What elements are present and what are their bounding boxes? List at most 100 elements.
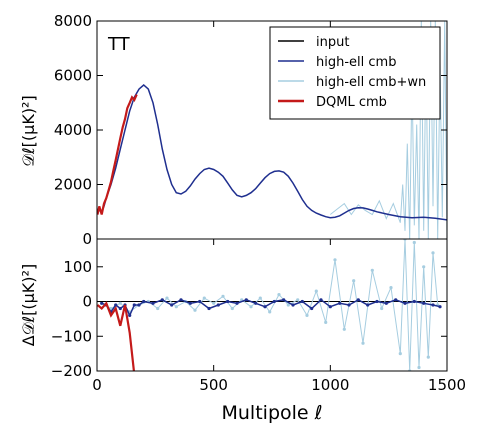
bottom-point-high-ell-cmb xyxy=(142,299,146,304)
bottom-point-high-ell-cmb-wn xyxy=(193,308,197,312)
bottom-point-high-ell-cmb xyxy=(263,305,267,309)
bottom-point-high-ell-cmb xyxy=(100,301,104,305)
x-tick-label: 1000 xyxy=(311,376,349,394)
bottom-y-tick-label: −100 xyxy=(51,327,92,345)
top-y-axis-label: 𝒟ℓ[(μK)²] xyxy=(19,95,38,166)
bottom-point-high-ell-cmb xyxy=(375,299,379,304)
bottom-point-high-ell-cmb xyxy=(366,303,370,307)
panel-annotation-tt: TT xyxy=(107,34,131,55)
bottom-plot-area xyxy=(97,239,442,371)
bottom-point-high-ell-cmb xyxy=(160,298,164,302)
legend-entry-dqml-cmb: DQML cmb xyxy=(278,95,387,110)
bottom-point-high-ell-cmb xyxy=(137,303,141,307)
bottom-point-high-ell-cmb xyxy=(319,298,323,302)
bottom-point-high-ell-cmb-wn xyxy=(314,289,318,293)
bottom-point-high-ell-cmb xyxy=(310,306,314,311)
bottom-point-high-ell-cmb xyxy=(403,301,407,305)
top-y-tick-label: 0 xyxy=(82,230,92,248)
bottom-y-ticks: −200 −100 0 100 xyxy=(51,258,447,380)
bottom-point-high-ell-cmb xyxy=(216,303,220,307)
bottom-point-high-ell-cmb xyxy=(300,299,304,304)
bottom-point-high-ell-cmb-wn xyxy=(268,310,272,314)
bottom-point-high-ell-cmb-wn xyxy=(305,313,309,317)
bottom-point-high-ell-cmb-wn xyxy=(258,296,262,300)
legend-label-input: input xyxy=(316,35,349,50)
bottom-point-high-ell-cmb-wn xyxy=(249,305,253,309)
bottom-point-high-ell-cmb xyxy=(198,299,202,304)
bottom-point-high-ell-cmb xyxy=(394,298,398,302)
bottom-point-high-ell-cmb-wn xyxy=(361,341,365,345)
top-series-high-ell-cmb xyxy=(97,84,447,221)
bottom-panel: −200 −100 0 100 0 500 1000 1500 xyxy=(51,21,466,394)
bottom-point-high-ell-cmb xyxy=(356,298,360,302)
bottom-point-high-ell-cmb xyxy=(188,301,192,305)
bottom-point-high-ell-cmb xyxy=(328,305,332,309)
bottom-point-high-ell-cmb-wn xyxy=(333,258,337,262)
bottom-point-high-ell-cmb-wn xyxy=(370,268,374,272)
legend-label-dqml-cmb: DQML cmb xyxy=(316,95,387,110)
bottom-point-high-ell-cmb xyxy=(132,303,136,307)
legend-box xyxy=(269,26,441,120)
bottom-point-high-ell-cmb xyxy=(207,306,211,311)
top-series-dqml-cmb xyxy=(97,94,138,215)
bottom-point-high-ell-cmb-wn xyxy=(174,305,178,309)
top-y-tick-label: 4000 xyxy=(54,121,92,139)
bottom-point-high-ell-cmb-wn xyxy=(230,306,234,311)
bottom-point-high-ell-cmb-wn xyxy=(202,296,206,300)
bottom-y-tick-label: 100 xyxy=(63,258,92,276)
x-tick-label: 0 xyxy=(92,376,102,394)
bottom-point-high-ell-cmb xyxy=(347,303,351,307)
x-tick-label: 500 xyxy=(199,376,228,394)
bottom-point-high-ell-cmb-wn xyxy=(380,306,384,311)
bottom-point-high-ell-cmb-wn xyxy=(118,301,122,305)
bottom-point-high-ell-cmb xyxy=(226,299,230,304)
bottom-point-high-ell-cmb xyxy=(151,301,155,305)
bottom-point-high-ell-cmb-wn xyxy=(352,279,356,283)
bottom-point-high-ell-cmb-wn xyxy=(342,327,346,331)
bottom-point-high-ell-cmb xyxy=(235,301,239,305)
legend-label-high-ell-cmb-wn: high-ell cmb+wn xyxy=(316,75,426,90)
bottom-point-high-ell-cmb xyxy=(431,303,435,307)
bottom-y-tick-label: −200 xyxy=(51,362,92,380)
legend: input high-ell cmb high-ell cmb+wn DQML … xyxy=(269,26,441,120)
bottom-point-high-ell-cmb-wn xyxy=(296,298,300,302)
bottom-point-high-ell-cmb xyxy=(422,301,426,305)
legend-entry-high-ell-cmb-wn: high-ell cmb+wn xyxy=(278,75,426,90)
bottom-point-high-ell-cmb xyxy=(179,298,183,302)
bottom-point-high-ell-cmb xyxy=(412,299,416,304)
bottom-point-high-ell-cmb-wn xyxy=(277,293,281,297)
bottom-y-tick-label: 0 xyxy=(82,293,92,311)
bottom-point-high-ell-cmb-wn xyxy=(422,265,426,269)
bottom-point-high-ell-cmb xyxy=(338,301,342,305)
bottom-point-high-ell-cmb-wn xyxy=(389,286,393,290)
bottom-point-high-ell-cmb-wn xyxy=(286,303,290,307)
legend-label-high-ell-cmb: high-ell cmb xyxy=(316,55,396,70)
bottom-point-high-ell-cmb xyxy=(438,305,442,309)
bottom-point-high-ell-cmb xyxy=(291,303,295,307)
top-y-tick-label: 6000 xyxy=(54,67,92,85)
top-y-ticks: 0 2000 4000 6000 8000 xyxy=(54,12,447,248)
bottom-panel-frame xyxy=(96,238,448,372)
top-y-tick-label: 2000 xyxy=(54,176,92,194)
bottom-point-high-ell-cmb xyxy=(170,303,174,307)
bottom-series-dqml-cmb xyxy=(97,301,136,371)
bottom-point-high-ell-cmb xyxy=(128,313,132,317)
bottom-point-high-ell-cmb-wn xyxy=(398,352,402,356)
bottom-point-high-ell-cmb-wn xyxy=(417,365,421,370)
bottom-series-high-ell-cmb-wn xyxy=(101,239,439,371)
bottom-point-high-ell-cmb xyxy=(384,301,388,305)
top-panel: 0 2000 4000 6000 8000 TT input high-ell cmb … xyxy=(54,12,448,248)
legend-entry-high-ell-cmb: high-ell cmb xyxy=(278,55,396,70)
x-ticks: 0 500 1000 1500 xyxy=(92,21,466,394)
bottom-point-high-ell-cmb-wn xyxy=(426,355,430,359)
bottom-point-high-ell-cmb-wn xyxy=(221,294,225,298)
bottom-point-high-ell-cmb-wn xyxy=(212,301,216,305)
bottom-point-high-ell-cmb xyxy=(282,298,286,302)
bottom-point-high-ell-cmb-wn xyxy=(109,306,113,311)
bottom-point-high-ell-cmb xyxy=(244,298,248,302)
bottom-point-high-ell-cmb xyxy=(114,303,118,307)
bottom-point-high-ell-cmb xyxy=(254,301,258,305)
bottom-series-group xyxy=(97,239,442,371)
bottom-y-axis-label: Δ𝒟ℓ[(μK)²] xyxy=(19,264,38,346)
bottom-point-high-ell-cmb-wn xyxy=(324,320,328,324)
